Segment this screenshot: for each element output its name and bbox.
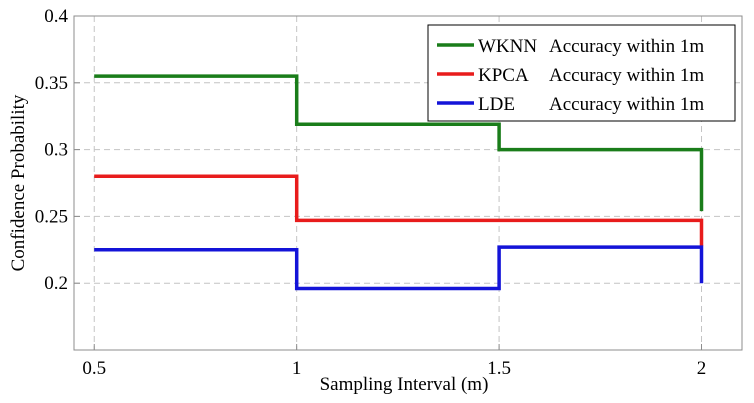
axis-ticks: 0.5 1 1.5 2 0.2 0.25 0.3 0.35 0.4: [35, 6, 707, 379]
x-tick-label: 0.5: [82, 358, 106, 379]
x-axis-label: Sampling Interval (m): [320, 374, 489, 395]
plot-frame: [73, 15, 743, 351]
x-tick-label: 1: [292, 358, 302, 379]
x-tick-label: 2: [697, 358, 707, 379]
y-tick-label: 0.35: [35, 73, 68, 94]
y-tick-label: 0.3: [44, 140, 68, 161]
y-tick-label: 0.2: [44, 273, 68, 294]
legend-box: [427, 24, 736, 122]
y-tick-label: 0.4: [44, 6, 68, 27]
legend-label-method: KPCA: [478, 65, 529, 86]
y-axis-label: Confidence Probability: [8, 94, 29, 271]
series-wknn-line: [94, 74, 704, 212]
series-lde-line: [94, 245, 704, 291]
x-tick-label: 1.5: [487, 358, 511, 379]
legend-label-text: Accuracy within 1m: [549, 65, 704, 86]
legend-label-text: Accuracy within 1m: [549, 36, 704, 57]
data-series: [94, 74, 704, 291]
legend-label-method: LDE: [478, 94, 515, 115]
legend-label-text: Accuracy within 1m: [549, 94, 704, 115]
legend-label-method: WKNN: [478, 36, 537, 57]
series-kpca-line: [94, 174, 704, 246]
y-tick-label: 0.25: [35, 206, 68, 227]
legend: WKNN Accuracy within 1m KPCA Accuracy withi…: [427, 24, 736, 122]
